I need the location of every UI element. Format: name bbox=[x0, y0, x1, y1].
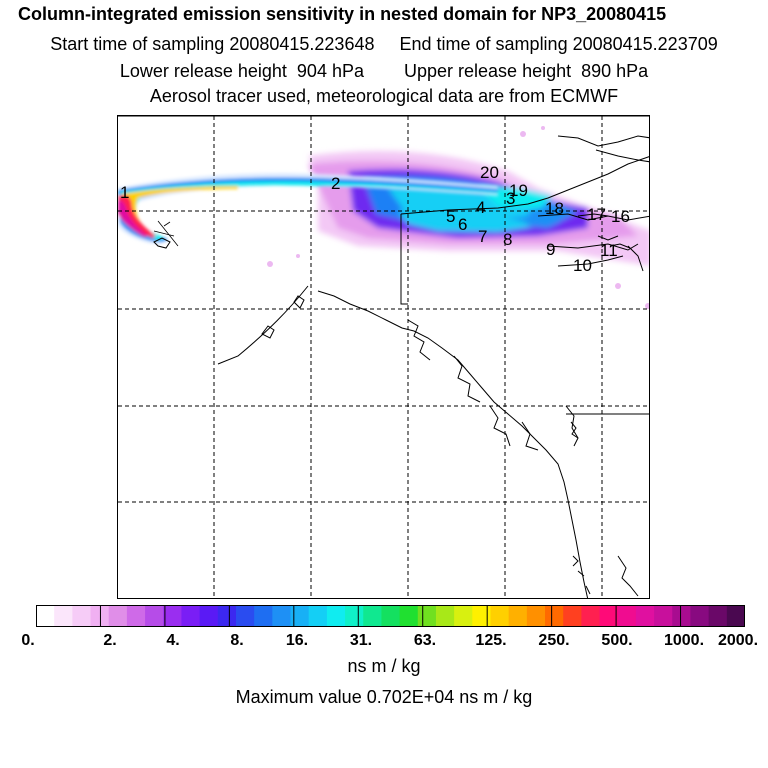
colorbar-cell bbox=[581, 605, 601, 627]
colorbar-cell bbox=[690, 605, 710, 627]
colorbar-tick-label: 250. bbox=[538, 632, 570, 649]
colorbar-cell bbox=[199, 605, 219, 627]
colorbar-cell bbox=[381, 605, 401, 627]
cluster-label-17: 17 bbox=[587, 205, 606, 224]
colorbar-tick-label: 8. bbox=[230, 632, 244, 649]
colorbar-tick-label: 4. bbox=[166, 632, 180, 649]
colorbar-cell bbox=[472, 605, 492, 627]
release-heights: Lower release height 904 hPa Upper relea… bbox=[0, 61, 768, 82]
colorbar-cell bbox=[363, 605, 383, 627]
lower-release-height: Lower release height 904 hPa bbox=[119, 61, 364, 81]
colorbar-cell bbox=[345, 605, 364, 627]
colorbar-tick-label: 1000. bbox=[663, 632, 705, 649]
colorbar-cell bbox=[181, 605, 201, 627]
colorbar-cell bbox=[635, 605, 655, 627]
coastlines bbox=[118, 116, 649, 598]
colorbar-cell bbox=[454, 605, 473, 627]
graticule bbox=[118, 116, 649, 598]
colorbar-cell bbox=[308, 605, 328, 627]
colorbar-cell bbox=[126, 605, 146, 627]
colorbar-cell bbox=[708, 605, 728, 627]
colorbar-cell bbox=[599, 605, 619, 627]
end-time: End time of sampling 20080415.223709 bbox=[399, 34, 718, 54]
colorbar-cell bbox=[217, 605, 237, 627]
cluster-label-10: 10 bbox=[573, 256, 592, 275]
cluster-label-8: 8 bbox=[503, 230, 512, 249]
cluster-label-3: 3 bbox=[506, 189, 515, 208]
colorbar-tick-label: 2. bbox=[103, 632, 117, 649]
start-time: Start time of sampling 20080415.223648 bbox=[50, 34, 375, 54]
colorbar-cell bbox=[526, 605, 546, 627]
tracer-info: Aerosol tracer used, meteorological data… bbox=[149, 86, 619, 106]
colorbar-cell bbox=[235, 605, 255, 627]
colorbar-cell bbox=[145, 605, 164, 627]
colorbar-cell bbox=[563, 605, 582, 627]
colorbar-cell bbox=[254, 605, 273, 627]
cluster-labels: 1 2 3 4 5 6 7 8 9 10 11 16 17 18 19 20 bbox=[120, 163, 630, 275]
colorbar-cell bbox=[672, 605, 692, 627]
emission-plume bbox=[118, 126, 649, 309]
sampling-times: Start time of sampling 20080415.223648 E… bbox=[0, 34, 768, 55]
colorbar-cell bbox=[654, 605, 673, 627]
map-panel: 1 2 3 4 5 6 7 8 9 10 11 16 17 18 19 20 bbox=[117, 115, 650, 599]
coastline-details bbox=[570, 213, 631, 595]
colorbar-cell bbox=[36, 605, 55, 627]
colorbar-tick-label: 2000. bbox=[717, 632, 759, 649]
colorbar-cell bbox=[545, 605, 564, 627]
colorbar-cell bbox=[272, 605, 292, 627]
colorbar-cell bbox=[326, 605, 346, 627]
colorbar-cell bbox=[490, 605, 510, 627]
colorbar-cell bbox=[726, 605, 745, 627]
cluster-label-9: 9 bbox=[546, 240, 555, 259]
colorbar-cell bbox=[163, 605, 183, 627]
cluster-label-5: 5 bbox=[446, 207, 455, 226]
upper-release-height: Upper release height 890 hPa bbox=[404, 61, 649, 81]
colorbar-cell bbox=[435, 605, 455, 627]
cluster-label-20: 20 bbox=[480, 163, 499, 182]
colorbar-tick-label: 125. bbox=[475, 632, 507, 649]
cluster-label-6: 6 bbox=[458, 215, 467, 234]
colorbar-tick-label: 0. bbox=[21, 632, 35, 649]
cluster-label-7: 7 bbox=[478, 227, 487, 246]
colorbar-tick-label: 500. bbox=[601, 632, 633, 649]
plot-title: Column-integrated emission sensitivity i… bbox=[18, 4, 667, 24]
cluster-label-16: 16 bbox=[611, 207, 630, 226]
maximum-value: Maximum value 0.702E+04 ns m / kg bbox=[235, 687, 533, 707]
cluster-label-18: 18 bbox=[545, 199, 564, 218]
colorbar-cell bbox=[72, 605, 92, 627]
cluster-label-2: 2 bbox=[331, 174, 340, 193]
colorbar-cell bbox=[90, 605, 110, 627]
colorbar-cells bbox=[36, 605, 745, 627]
colorbar-cell bbox=[54, 605, 73, 627]
colorbar-cell bbox=[290, 605, 310, 627]
cluster-label-4: 4 bbox=[476, 198, 485, 217]
trajectory-markers bbox=[153, 220, 179, 247]
colorbar-cell bbox=[108, 605, 128, 627]
colorbar bbox=[36, 605, 745, 627]
colorbar-tick-label: 16. bbox=[285, 632, 309, 649]
colorbar-tick-label: 63. bbox=[413, 632, 437, 649]
cluster-label-19: 19 bbox=[509, 181, 528, 200]
colorbar-cell bbox=[508, 605, 528, 627]
colorbar-units: ns m / kg bbox=[347, 656, 421, 676]
colorbar-cell bbox=[417, 605, 437, 627]
colorbar-tick-label: 31. bbox=[349, 632, 373, 649]
map-canvas: 1 2 3 4 5 6 7 8 9 10 11 16 17 18 19 20 bbox=[118, 116, 649, 598]
cluster-label-11: 11 bbox=[600, 241, 618, 260]
cluster-label-1: 1 bbox=[120, 183, 129, 202]
colorbar-cell bbox=[617, 605, 637, 627]
colorbar-cell bbox=[399, 605, 419, 627]
